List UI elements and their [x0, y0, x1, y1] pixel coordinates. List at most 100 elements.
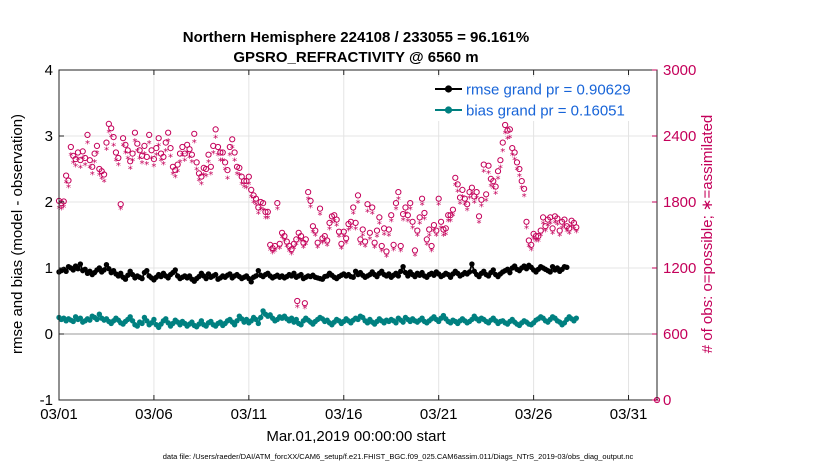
obs-assimilated-point: * [215, 151, 220, 162]
obs-possible-point [67, 143, 74, 151]
rmse-point [405, 273, 411, 279]
obs-possible-point [160, 153, 167, 160]
legend-rmse-marker [444, 85, 453, 93]
obs-possible-point [499, 139, 506, 146]
obs-assimilated-point: * [550, 229, 555, 240]
obs-possible-point [124, 147, 131, 154]
obs-assimilated-point: * [113, 157, 118, 168]
obs-possible-point [91, 150, 98, 157]
obs-assimilated-point: * [334, 222, 339, 233]
obs-possible-point [316, 205, 324, 212]
y-right-tick-label: 2400 [663, 128, 696, 145]
rmse-point [125, 272, 131, 278]
obs-assimilated-point: * [104, 146, 109, 157]
obs-possible-point [122, 141, 129, 148]
obs-possible-point [86, 157, 93, 164]
obs-assimilated-point: * [256, 210, 261, 221]
obs-possible-point [146, 131, 153, 138]
bias-point [573, 315, 580, 321]
obs-assimilated-point: * [142, 150, 147, 161]
obs-assimilated-point: * [68, 151, 73, 162]
rmse-point [291, 270, 297, 276]
obs-assimilated-point: * [230, 144, 235, 155]
obs-assimilated-point: * [277, 245, 282, 256]
obs-possible-point [150, 156, 158, 163]
obs-possible-point [371, 239, 378, 246]
bias-point [255, 320, 262, 327]
obs-possible-point [259, 200, 267, 207]
obs-assimilated-point: * [377, 219, 382, 230]
obs-assimilated-point: * [401, 216, 406, 227]
obs-possible-point [136, 147, 143, 154]
obs-assimilated-point: * [220, 157, 225, 168]
obs-assimilated-point: * [372, 244, 377, 255]
rmse-point [255, 267, 262, 274]
obs-assimilated-point: * [450, 212, 455, 223]
obs-assimilated-point: * [427, 232, 432, 243]
obs-assimilated-point: * [472, 199, 477, 210]
obs-assimilated-point: * [130, 157, 135, 168]
obs-assimilated-point: * [270, 249, 275, 260]
obs-possible-point [362, 238, 369, 245]
bias-point [96, 311, 103, 317]
obs-possible-point [404, 212, 411, 219]
obs-assimilated-point: * [251, 199, 256, 210]
obs-possible-point [110, 134, 117, 141]
obs-possible-point [421, 209, 428, 217]
obs-assimilated-point: * [356, 199, 361, 210]
obs-assimilated-point: * [242, 183, 247, 194]
obs-possible-point [409, 218, 416, 225]
obs-assimilated-point: * [246, 180, 251, 191]
obs-possible-point [115, 154, 122, 162]
obs-assimilated-point: * [569, 223, 574, 234]
rmse-point [106, 265, 112, 272]
obs-assimilated-point: * [448, 217, 453, 228]
obs-possible-point [407, 200, 414, 207]
obs-assimilated-point: * [514, 166, 519, 177]
obs-possible-point [490, 178, 497, 185]
obs-assimilated-point: * [363, 243, 368, 254]
obs-possible-point [385, 226, 392, 233]
rmse-point [398, 268, 404, 274]
obs-assimilated-point: * [365, 207, 370, 218]
obs-possible-point [245, 173, 252, 180]
obs-possible-point [167, 145, 174, 152]
rmse-point [253, 273, 259, 279]
obs-possible-point [219, 149, 226, 156]
obs-possible-point [506, 126, 513, 133]
rmse-point [490, 267, 496, 273]
obs-assimilated-point: * [526, 243, 531, 254]
obs-assimilated-point: * [493, 190, 498, 201]
obs-assimilated-point: * [496, 174, 501, 185]
obs-possible-point [129, 150, 136, 157]
obs-assimilated-point: * [116, 161, 121, 172]
obs-assimilated-point: * [118, 205, 123, 216]
x-tick-label: 03/21 [420, 406, 458, 423]
obs-assimilated-point: * [156, 141, 161, 152]
obs-possible-point [264, 208, 271, 215]
obs-assimilated-point: * [234, 170, 239, 181]
obs-assimilated-point: * [299, 237, 304, 248]
bias-point [293, 316, 300, 323]
obs-possible-point [297, 233, 305, 240]
obs-assimilated-point: * [90, 170, 95, 181]
obs-assimilated-point: * [87, 163, 92, 174]
rmse-point [96, 265, 103, 271]
obs-possible-point [532, 233, 540, 240]
obs-possible-point [255, 204, 262, 211]
obs-assimilated-point: * [543, 227, 548, 238]
obs-possible-point [186, 146, 193, 153]
obs-assimilated-point: * [548, 219, 553, 230]
obs-possible-point [188, 151, 195, 158]
obs-assimilated-point: * [512, 156, 517, 167]
obs-assimilated-point: * [282, 237, 287, 248]
obs-possible-point [388, 212, 395, 219]
obs-assimilated-point: * [147, 139, 152, 150]
rmse-point [203, 275, 209, 282]
obs-assimilated-point: * [302, 304, 307, 315]
obs-assimilated-point: * [431, 227, 436, 238]
obs-assimilated-point: * [232, 157, 237, 168]
plot-frame [58, 69, 658, 401]
tick-layer: 03/01 03/06 03/11 03/16 03/21 03/26 03/31 4 3 2 1 0… [40, 62, 697, 423]
bias-point [94, 316, 100, 323]
